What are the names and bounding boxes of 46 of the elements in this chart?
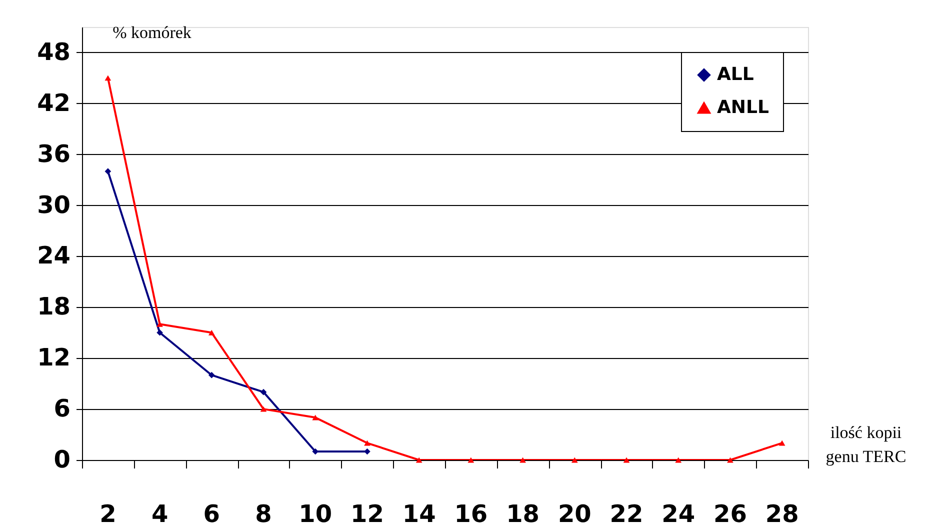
point bbox=[104, 168, 112, 174]
legend-label: ALL bbox=[717, 64, 754, 85]
y-tick-label: 36 bbox=[37, 140, 70, 168]
x-tick-label: 4 bbox=[151, 500, 168, 528]
point bbox=[520, 457, 526, 463]
point bbox=[260, 388, 267, 396]
point bbox=[364, 440, 370, 446]
y-axis-title: % komórek bbox=[112, 23, 192, 42]
y-tick-label: 30 bbox=[37, 190, 70, 219]
x-tick-label: 18 bbox=[506, 500, 540, 528]
point bbox=[675, 457, 682, 463]
y-tick-label: 24 bbox=[37, 242, 70, 270]
x-tick-label: 8 bbox=[255, 500, 272, 528]
x-tick-label: 24 bbox=[662, 500, 696, 528]
point bbox=[364, 448, 370, 455]
x-tick-label: 28 bbox=[765, 500, 799, 528]
x-tick-label: 26 bbox=[714, 500, 747, 528]
y-tick-label: 0 bbox=[54, 446, 70, 474]
point bbox=[416, 457, 422, 463]
point bbox=[727, 457, 734, 463]
x-tick-label: 6 bbox=[203, 500, 220, 528]
x-tick-label: 20 bbox=[558, 500, 592, 528]
y-tick-label: 42 bbox=[37, 88, 70, 117]
x-tick-label: 16 bbox=[454, 500, 488, 528]
point bbox=[260, 406, 267, 412]
point bbox=[778, 440, 786, 446]
point bbox=[623, 457, 630, 463]
point bbox=[156, 329, 163, 336]
point bbox=[208, 330, 215, 336]
x-tick-label: 14 bbox=[402, 500, 436, 528]
x-tick-label: 12 bbox=[350, 500, 384, 528]
point bbox=[468, 457, 474, 463]
point bbox=[312, 414, 319, 420]
point bbox=[571, 457, 578, 463]
x-axis-title: ilość kopii genu TERC bbox=[826, 423, 906, 466]
x-tick-label: 10 bbox=[298, 500, 332, 528]
point bbox=[156, 321, 163, 327]
y-tick-label: 48 bbox=[37, 38, 70, 66]
x-tick-label: 22 bbox=[610, 500, 644, 528]
x-tick-label: 2 bbox=[100, 500, 116, 528]
y-tick-label: 18 bbox=[37, 292, 70, 321]
point bbox=[208, 372, 215, 378]
point bbox=[104, 75, 112, 81]
y-tick-label: 12 bbox=[37, 344, 70, 372]
y-tick-label: 6 bbox=[54, 394, 70, 423]
legend-label: ANLL bbox=[717, 97, 769, 118]
